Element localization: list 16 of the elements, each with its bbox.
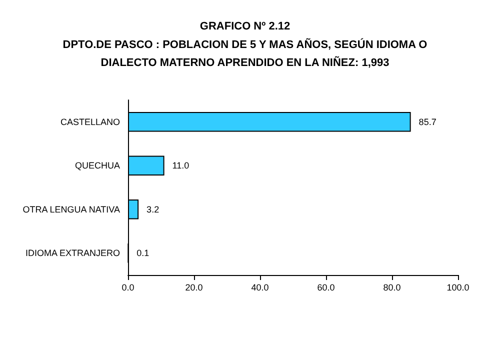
x-tick-label: 100.0 <box>446 282 470 292</box>
y-tick-label: OTRA LENGUA NATIVA <box>22 204 120 214</box>
y-tick-label: IDIOMA EXTRANJERO <box>25 248 120 258</box>
y-tick-label: CASTELLANO <box>60 116 120 127</box>
data-label: 11.0 <box>172 160 190 171</box>
x-tick-label: 0.0 <box>122 282 134 292</box>
data-label: 3.2 <box>146 204 160 214</box>
chart-subtitle: DPTO.DE PASCO : POBLACION DE 5 Y MAS AÑOS, SEGÚN IDIOMA O DIALECTO MATERNO APRENDIDO EN LA NIÑEZ: 1,993 <box>62 38 428 69</box>
x-tick-label: 40.0 <box>251 282 269 292</box>
data-label: 85.7 <box>418 116 436 127</box>
x-tick-label: 20.0 <box>185 282 203 292</box>
data-label: 0.1 <box>136 248 150 258</box>
y-tick-label: QUECHUA <box>74 160 120 171</box>
x-tick-label: 80.0 <box>383 282 401 292</box>
chart-title: GRAFICO Nº 2.12 <box>200 20 290 32</box>
x-tick-label: 60.0 <box>317 282 335 292</box>
